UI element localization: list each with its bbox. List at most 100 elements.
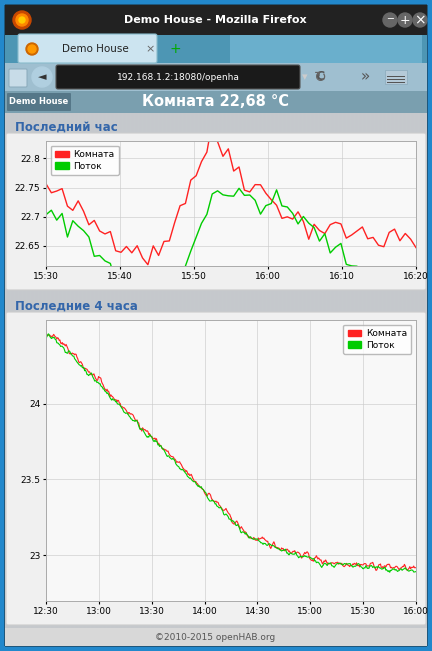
Bar bbox=[26, 113, 27, 631]
Bar bbox=[358, 113, 359, 631]
Bar bbox=[46, 113, 47, 631]
Bar bbox=[398, 113, 399, 631]
Bar bbox=[274, 113, 275, 631]
Text: ×: × bbox=[414, 13, 426, 27]
Bar bbox=[34, 113, 35, 631]
Bar bbox=[5, 113, 427, 631]
FancyBboxPatch shape bbox=[6, 133, 426, 290]
Bar bbox=[354, 113, 355, 631]
Bar bbox=[166, 113, 167, 631]
Circle shape bbox=[32, 67, 52, 87]
Bar bbox=[250, 113, 251, 631]
Bar bbox=[234, 113, 235, 631]
Bar bbox=[206, 113, 207, 631]
FancyBboxPatch shape bbox=[56, 65, 300, 89]
Text: Последние 4 часа: Последние 4 часа bbox=[15, 299, 138, 312]
Bar bbox=[66, 113, 67, 631]
Bar bbox=[290, 113, 291, 631]
Bar bbox=[370, 113, 371, 631]
Text: 192.168.1.2:18080/openha: 192.168.1.2:18080/openha bbox=[117, 72, 239, 81]
Bar bbox=[38, 113, 39, 631]
Bar bbox=[30, 113, 31, 631]
Bar bbox=[82, 113, 83, 631]
Bar bbox=[182, 113, 183, 631]
Bar bbox=[118, 113, 119, 631]
Circle shape bbox=[13, 11, 31, 29]
Bar bbox=[346, 113, 347, 631]
Bar bbox=[198, 113, 199, 631]
Bar bbox=[414, 113, 415, 631]
Circle shape bbox=[26, 43, 38, 55]
Bar bbox=[266, 113, 267, 631]
Bar bbox=[322, 113, 323, 631]
Bar bbox=[114, 113, 115, 631]
FancyBboxPatch shape bbox=[7, 93, 71, 111]
Bar bbox=[14, 113, 15, 631]
Bar bbox=[402, 113, 403, 631]
Bar bbox=[22, 113, 23, 631]
Bar bbox=[110, 113, 111, 631]
Bar bbox=[42, 113, 43, 631]
Bar bbox=[278, 113, 279, 631]
Bar bbox=[270, 113, 271, 631]
Bar bbox=[50, 113, 51, 631]
Bar bbox=[318, 113, 319, 631]
Bar bbox=[254, 113, 255, 631]
Bar bbox=[70, 113, 71, 631]
Bar bbox=[62, 113, 63, 631]
Bar bbox=[10, 113, 11, 631]
Bar bbox=[374, 113, 375, 631]
Bar bbox=[410, 113, 411, 631]
Bar bbox=[310, 113, 311, 631]
Bar bbox=[326, 113, 327, 631]
Text: ×: × bbox=[145, 44, 155, 54]
FancyBboxPatch shape bbox=[9, 69, 27, 87]
Text: Последний час: Последний час bbox=[15, 120, 118, 133]
Text: Demo House: Demo House bbox=[10, 98, 69, 107]
Bar bbox=[350, 113, 351, 631]
Bar bbox=[210, 113, 211, 631]
Bar bbox=[150, 113, 151, 631]
Circle shape bbox=[398, 13, 412, 27]
Bar bbox=[158, 113, 159, 631]
Bar bbox=[334, 113, 335, 631]
Bar bbox=[154, 113, 155, 631]
Bar bbox=[134, 113, 135, 631]
Bar bbox=[5, 91, 427, 113]
Text: ↻: ↻ bbox=[314, 70, 326, 85]
Bar bbox=[302, 113, 303, 631]
Bar bbox=[385, 70, 407, 84]
Bar bbox=[94, 113, 95, 631]
Bar bbox=[386, 113, 387, 631]
Text: +: + bbox=[169, 42, 181, 56]
Bar bbox=[387, 79, 405, 80]
Bar bbox=[382, 113, 383, 631]
Bar bbox=[98, 113, 99, 631]
Text: Demo House: Demo House bbox=[62, 44, 128, 54]
Bar bbox=[286, 113, 287, 631]
Bar bbox=[342, 113, 343, 631]
Circle shape bbox=[413, 13, 427, 27]
Text: ─: ─ bbox=[387, 14, 393, 24]
Circle shape bbox=[19, 17, 25, 23]
Bar bbox=[18, 113, 19, 631]
Circle shape bbox=[16, 14, 28, 26]
FancyBboxPatch shape bbox=[6, 312, 426, 625]
Text: Demo House - Mozilla Firefox: Demo House - Mozilla Firefox bbox=[124, 15, 306, 25]
Bar bbox=[230, 113, 231, 631]
Text: ©2010-2015 openHAB.org: ©2010-2015 openHAB.org bbox=[155, 633, 275, 643]
Bar bbox=[387, 76, 405, 77]
Bar bbox=[5, 63, 427, 91]
Bar bbox=[338, 113, 339, 631]
Bar bbox=[54, 113, 55, 631]
Bar bbox=[122, 113, 123, 631]
Bar bbox=[106, 113, 107, 631]
Bar bbox=[394, 113, 395, 631]
Bar bbox=[138, 113, 139, 631]
Bar bbox=[390, 113, 391, 631]
Text: ◄: ◄ bbox=[38, 72, 46, 82]
Circle shape bbox=[28, 45, 36, 53]
Bar bbox=[202, 113, 203, 631]
Bar bbox=[314, 113, 315, 631]
Bar bbox=[242, 113, 243, 631]
